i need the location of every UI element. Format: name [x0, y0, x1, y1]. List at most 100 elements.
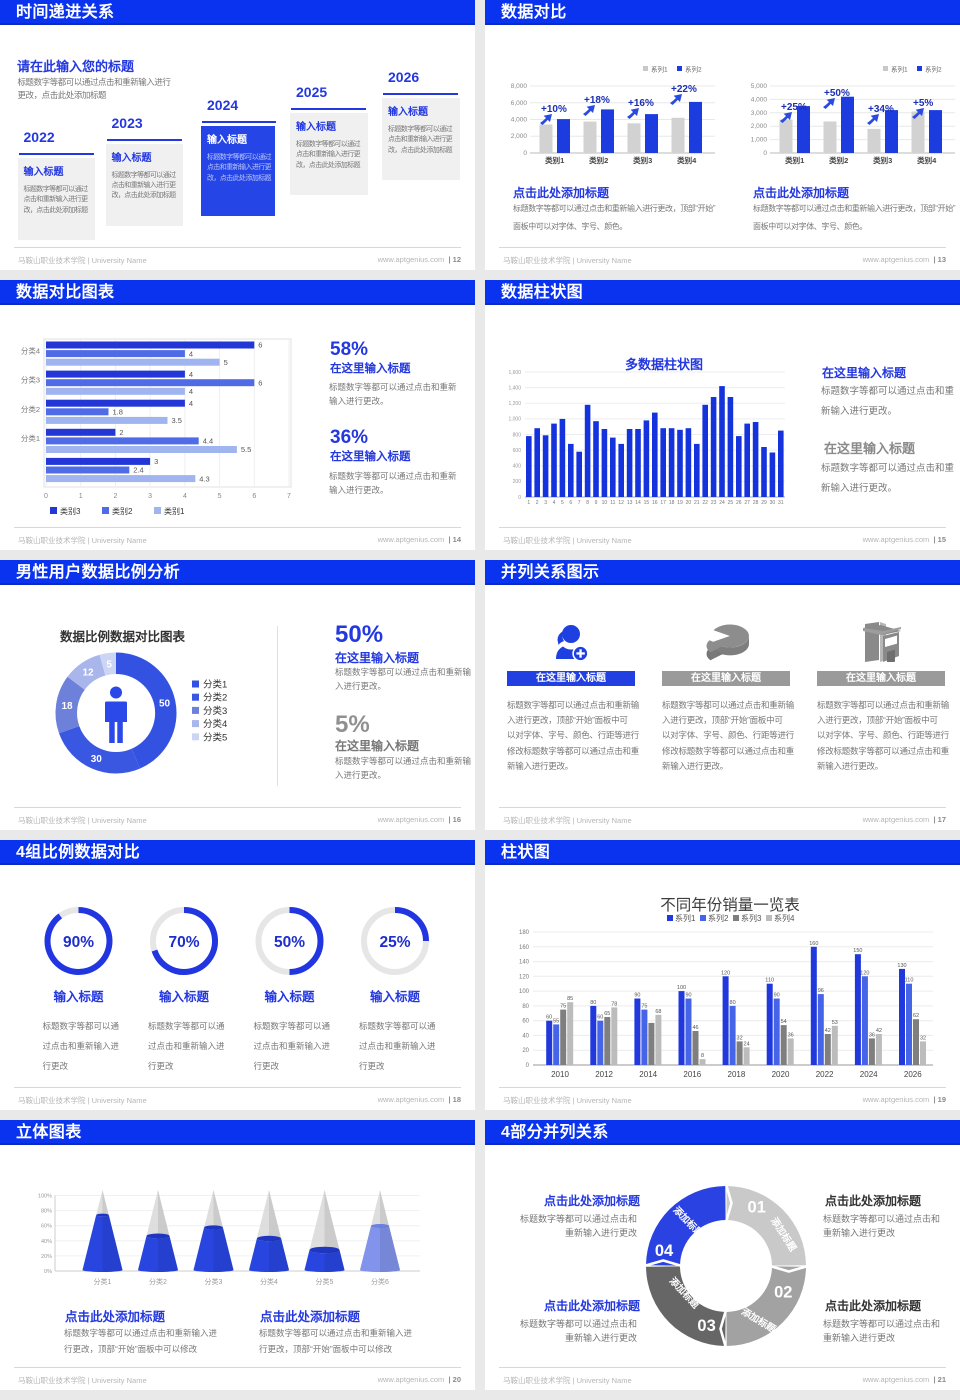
svg-text:8: 8 [701, 1053, 704, 1059]
svg-text:600: 600 [513, 448, 522, 454]
svg-text:2012: 2012 [595, 1070, 613, 1079]
svg-text:32: 32 [920, 1035, 926, 1041]
svg-text:160: 160 [519, 945, 530, 951]
svg-text:12: 12 [618, 500, 624, 506]
svg-text:40%: 40% [41, 1239, 52, 1245]
svg-text:36: 36 [869, 1032, 875, 1038]
svg-text:60: 60 [546, 1015, 552, 1021]
svg-text:20%: 20% [41, 1254, 52, 1260]
svg-text:1,400: 1,400 [508, 385, 521, 391]
svg-text:4: 4 [189, 399, 193, 408]
svg-text:36: 36 [788, 1032, 794, 1038]
svg-text:系列2: 系列2 [708, 913, 729, 923]
svg-text:2016: 2016 [683, 1070, 701, 1079]
svg-text:系列3: 系列3 [741, 913, 762, 923]
svg-text:分类2: 分类2 [21, 404, 40, 414]
svg-text:5: 5 [224, 358, 228, 367]
svg-text:160: 160 [809, 941, 818, 947]
svg-text:1: 1 [527, 500, 530, 506]
svg-text:7: 7 [578, 500, 581, 506]
svg-text:0: 0 [518, 495, 521, 501]
svg-text:40: 40 [522, 1033, 529, 1039]
svg-text:0: 0 [44, 493, 48, 500]
svg-text:分类1: 分类1 [21, 433, 40, 443]
svg-text:120: 120 [860, 970, 869, 976]
svg-text:19: 19 [677, 500, 683, 506]
svg-text:5: 5 [106, 660, 112, 671]
svg-text:4,000: 4,000 [751, 96, 768, 103]
svg-text:5.5: 5.5 [241, 445, 251, 454]
svg-text:150: 150 [853, 948, 862, 954]
svg-text:类别3: 类别3 [60, 506, 81, 516]
svg-text:90: 90 [685, 993, 691, 999]
svg-text:18: 18 [669, 500, 675, 506]
svg-text:110: 110 [765, 978, 774, 984]
svg-text:2024: 2024 [860, 1070, 878, 1079]
svg-text:60: 60 [522, 1019, 529, 1025]
svg-text:60%: 60% [41, 1224, 52, 1230]
svg-text:8: 8 [586, 500, 589, 506]
svg-text:类别4: 类别4 [677, 155, 697, 165]
svg-text:800: 800 [513, 432, 522, 438]
svg-text:+5%: +5% [913, 98, 933, 109]
svg-text:1: 1 [79, 493, 83, 500]
svg-text:80: 80 [590, 1000, 596, 1006]
svg-text:85: 85 [567, 996, 573, 1002]
svg-text:31: 31 [778, 500, 784, 506]
svg-text:02: 02 [774, 1284, 792, 1302]
svg-text:5,000: 5,000 [751, 83, 768, 90]
svg-text:60: 60 [597, 1015, 603, 1021]
svg-text:42: 42 [876, 1028, 882, 1034]
svg-text:5: 5 [218, 493, 222, 500]
svg-text:2018: 2018 [728, 1070, 746, 1079]
svg-text:50%: 50% [274, 934, 305, 951]
svg-text:90: 90 [774, 993, 780, 999]
svg-text:14: 14 [635, 500, 641, 506]
svg-text:分类6: 分类6 [371, 1277, 389, 1286]
svg-text:180: 180 [519, 930, 530, 936]
svg-text:1,000: 1,000 [508, 417, 521, 423]
svg-text:分类4: 分类4 [260, 1277, 278, 1286]
svg-text:6: 6 [258, 341, 262, 350]
svg-text:2020: 2020 [772, 1070, 790, 1079]
svg-text:17: 17 [660, 500, 666, 506]
svg-text:18: 18 [61, 701, 73, 712]
svg-text:2010: 2010 [551, 1070, 569, 1079]
svg-text:分类1: 分类1 [94, 1277, 112, 1286]
svg-text:21: 21 [694, 500, 700, 506]
svg-text:100%: 100% [38, 1194, 52, 1200]
svg-text:3: 3 [154, 457, 158, 466]
svg-text:4,000: 4,000 [511, 117, 528, 124]
svg-text:29: 29 [761, 500, 767, 506]
svg-text:03: 03 [697, 1317, 715, 1335]
svg-text:2,000: 2,000 [511, 133, 528, 140]
svg-text:2022: 2022 [816, 1070, 834, 1079]
svg-text:分类3: 分类3 [205, 1277, 223, 1286]
svg-text:分类2: 分类2 [203, 692, 227, 704]
svg-text:系列2: 系列2 [925, 65, 942, 74]
svg-text:分类1: 分类1 [203, 679, 227, 691]
svg-text:0: 0 [526, 1063, 530, 1069]
svg-text:+34%: +34% [868, 104, 894, 115]
svg-text:75: 75 [560, 1004, 566, 1010]
svg-text:4: 4 [189, 370, 193, 379]
svg-text:2: 2 [113, 493, 117, 500]
svg-text:2014: 2014 [639, 1070, 657, 1079]
svg-text:4.4: 4.4 [203, 437, 213, 446]
svg-text:分类5: 分类5 [203, 731, 227, 743]
svg-text:50: 50 [159, 698, 171, 709]
svg-text:+22%: +22% [671, 84, 697, 95]
svg-text:分类5: 分类5 [316, 1277, 334, 1286]
svg-text:140: 140 [519, 960, 530, 966]
svg-text:分类2: 分类2 [149, 1277, 167, 1286]
svg-text:+25%: +25% [781, 102, 807, 113]
svg-text:系列4: 系列4 [774, 913, 795, 923]
svg-text:400: 400 [513, 464, 522, 470]
svg-text:13: 13 [627, 500, 633, 506]
svg-text:10: 10 [602, 500, 608, 506]
svg-text:27: 27 [744, 500, 750, 506]
svg-text:类别3: 类别3 [873, 155, 892, 165]
svg-text:80%: 80% [41, 1209, 52, 1215]
svg-text:24: 24 [744, 1041, 750, 1047]
svg-text:65: 65 [604, 1011, 610, 1017]
